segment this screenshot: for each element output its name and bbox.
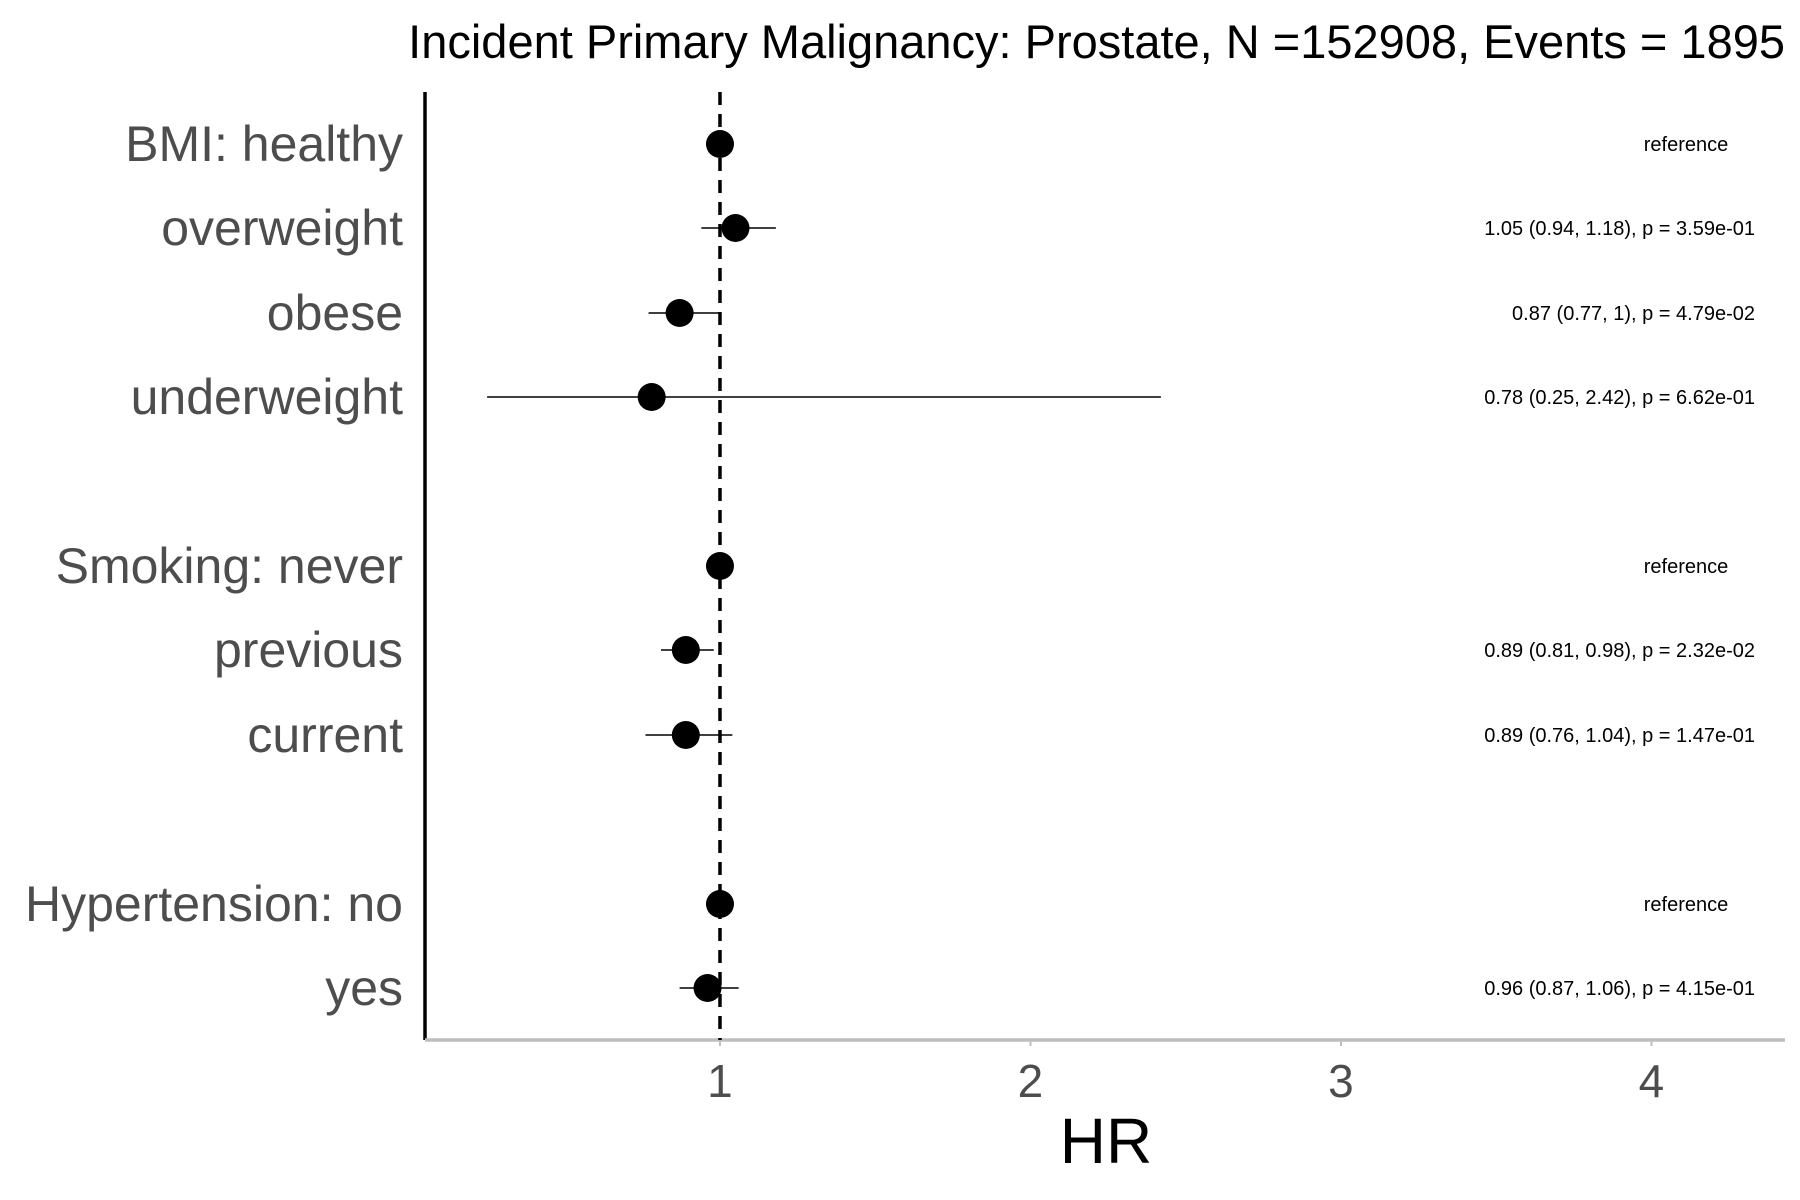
row-label: Smoking: never xyxy=(56,538,403,594)
hr-point xyxy=(671,721,700,749)
x-tick-label: 4 xyxy=(1639,1055,1665,1107)
row-label: underweight xyxy=(131,369,404,425)
row-annotation: 0.87 (0.77, 1), p = 4.79e-02 xyxy=(1512,303,1755,325)
hr-point xyxy=(705,130,734,158)
row-annotation: 0.78 (0.25, 2.42), p = 6.62e-01 xyxy=(1484,387,1755,409)
row-annotation: 0.89 (0.76, 1.04), p = 1.47e-01 xyxy=(1484,725,1755,747)
hr-point xyxy=(705,890,734,918)
hr-point xyxy=(665,299,694,327)
row-annotation: 1.05 (0.94, 1.18), p = 3.59e-01 xyxy=(1484,218,1755,240)
x-axis-title: HR xyxy=(1060,1105,1152,1177)
row-label: yes xyxy=(325,960,403,1016)
row-label: current xyxy=(247,707,403,763)
row-label: obese xyxy=(267,285,403,341)
row-annotation: reference xyxy=(1644,556,1729,578)
hr-point xyxy=(721,214,750,242)
x-tick-label: 2 xyxy=(1018,1055,1044,1107)
chart-title: Incident Primary Malignancy: Prostate, N… xyxy=(408,15,1785,68)
row-annotation: 0.89 (0.81, 0.98), p = 2.32e-02 xyxy=(1484,640,1755,662)
row-label: BMI: healthy xyxy=(125,116,403,172)
row-annotation: reference xyxy=(1644,134,1729,156)
row-label: Hypertension: no xyxy=(25,876,403,932)
hr-point xyxy=(705,552,734,580)
row-label: overweight xyxy=(161,200,403,256)
plot-area: 1 2 3 4 BMI: healthy reference overweight 1.05 … xyxy=(25,92,1785,1107)
hr-point xyxy=(693,974,722,1002)
row-annotation: reference xyxy=(1644,894,1729,916)
hr-point xyxy=(671,636,700,664)
row-annotation: 0.96 (0.87, 1.06), p = 4.15e-01 xyxy=(1484,978,1755,1000)
x-tick-label: 1 xyxy=(707,1055,733,1107)
x-tick-label: 3 xyxy=(1328,1055,1354,1107)
hr-point xyxy=(637,383,666,411)
row-label: previous xyxy=(214,622,403,678)
